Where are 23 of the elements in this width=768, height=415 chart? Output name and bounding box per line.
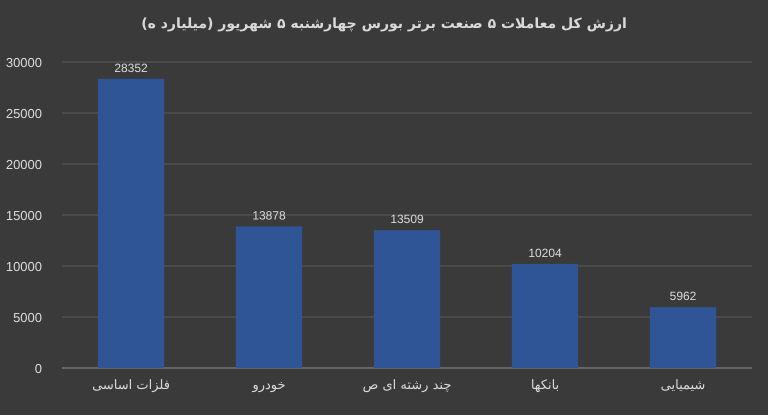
x-tick-label: فلزات اساسی <box>92 378 170 393</box>
x-tick-label: خودرو <box>251 378 286 393</box>
y-tick-label: 25000 <box>6 106 42 121</box>
data-label: 13509 <box>390 212 424 226</box>
x-tick-label: چند رشته ای ص <box>362 378 452 393</box>
data-label: 5962 <box>670 289 697 304</box>
bar <box>98 78 164 368</box>
data-label: 13878 <box>252 208 286 222</box>
y-tick-label: 30000 <box>6 55 42 70</box>
y-tick-label: 10000 <box>6 259 42 274</box>
bar <box>650 307 716 368</box>
x-tick-label: بانکها <box>530 378 560 393</box>
x-tick-label: شیمیایی <box>660 378 706 393</box>
bar <box>512 264 578 368</box>
data-label: 28352 <box>114 60 148 75</box>
y-tick-label: 20000 <box>6 157 42 172</box>
y-tick-label: 5000 <box>13 310 42 325</box>
y-tick-label: 15000 <box>6 208 42 223</box>
bar <box>374 230 440 368</box>
y-tick-label: 0 <box>34 361 42 376</box>
data-label: 10204 <box>528 246 562 260</box>
bar <box>236 226 302 368</box>
chart-title: ارزش کل معاملات ۵ صنعت برتر بورس چهارشنبه ۵ شهریور (میلیارد ه) <box>141 16 627 32</box>
